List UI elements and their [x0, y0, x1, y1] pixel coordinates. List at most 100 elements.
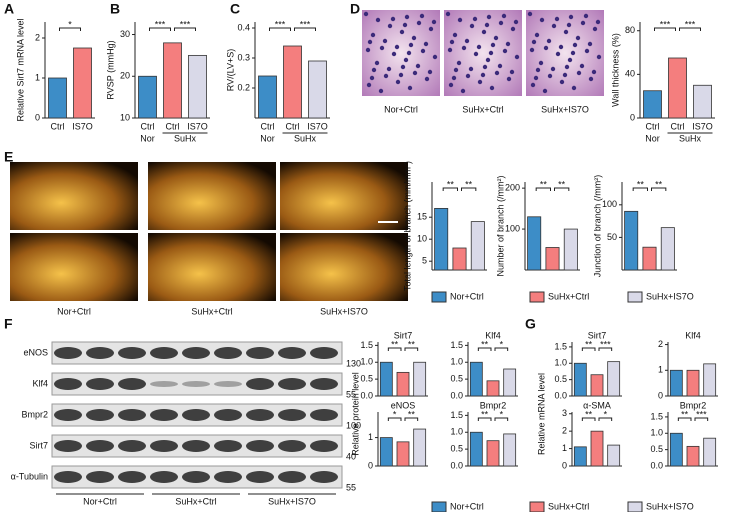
- blot-band: [86, 347, 114, 359]
- nucleus: [363, 11, 369, 17]
- nucleus: [498, 20, 504, 26]
- nucleus: [538, 60, 544, 66]
- y-axis-label: RVSP (mmHg): [105, 40, 115, 99]
- nucleus: [423, 41, 429, 47]
- chart-title: Bmpr2: [480, 400, 507, 410]
- y-axis-label: Junction of branch (/mm²): [592, 175, 602, 278]
- bar: [258, 75, 277, 119]
- image-caption: SuHx+IS7O: [541, 104, 589, 114]
- y-tick-label: 0.0: [650, 460, 663, 470]
- legend-label: SuHx+IS7O: [646, 501, 694, 511]
- legend-label: SuHx+Ctrl: [548, 291, 589, 301]
- x-tick-label: IS7O: [187, 121, 208, 131]
- sig-bracket: [269, 27, 291, 31]
- nucleus: [570, 50, 576, 56]
- nucleus: [453, 67, 459, 73]
- y-tick-label: 0: [630, 112, 635, 122]
- nucleus: [534, 32, 540, 38]
- y-axis-label: Total length of branch (mm/mm²): [402, 161, 412, 291]
- nucleus: [510, 26, 516, 32]
- nucleus: [408, 42, 414, 48]
- blot-band: [310, 471, 338, 483]
- bar: [573, 446, 587, 467]
- nucleus: [460, 88, 466, 94]
- histology-image: [526, 10, 604, 96]
- x-tick-label: IS7O: [307, 121, 328, 131]
- bar: [188, 54, 207, 119]
- sig-bracket: [494, 347, 509, 351]
- bar: [669, 432, 683, 467]
- bar: [642, 246, 657, 271]
- blot-label: α-Tubulin: [11, 471, 48, 481]
- y-tick-label: 100: [505, 223, 520, 233]
- x-tick-label: Ctrl: [671, 121, 685, 131]
- bar: [469, 431, 483, 467]
- nucleus: [403, 57, 409, 63]
- nucleus: [482, 64, 488, 70]
- nucleus: [398, 72, 404, 78]
- blot-band: [86, 440, 114, 452]
- sig-label: **: [408, 339, 416, 349]
- sig-label: ***: [275, 19, 286, 29]
- x-tick-label: Ctrl: [261, 121, 275, 131]
- panel-letter: D: [350, 1, 360, 17]
- nucleus: [477, 79, 483, 85]
- sig-label: **: [408, 409, 416, 419]
- nucleus: [420, 48, 426, 54]
- nucleus: [572, 42, 578, 48]
- sig-bracket: [581, 417, 596, 421]
- y-tick-label: 5: [422, 256, 427, 266]
- blot-band: [118, 378, 146, 390]
- y-tick-label: 1.5: [650, 411, 663, 421]
- sig-label: ***: [685, 19, 696, 29]
- y-tick-label: 0: [658, 390, 663, 400]
- sig-label: **: [637, 179, 645, 189]
- nucleus: [367, 39, 373, 45]
- bar: [703, 437, 717, 467]
- bar: [73, 47, 92, 119]
- sig-label: ***: [155, 19, 166, 29]
- group-label: Nor: [645, 133, 660, 143]
- sig-bracket: [598, 347, 613, 351]
- sig-bracket: [494, 417, 509, 421]
- y-tick-label: 1.0: [450, 357, 463, 367]
- y-tick-label: 40: [625, 69, 635, 79]
- nucleus: [407, 85, 413, 91]
- blot-band: [310, 440, 338, 452]
- y-tick-label: 0.2: [237, 82, 250, 92]
- blot-group: SuHx+Ctrl: [175, 496, 216, 506]
- sig-label: **: [585, 339, 593, 349]
- nucleus: [386, 66, 392, 72]
- y-tick-label: 0.3: [237, 52, 250, 62]
- x-tick-label: Ctrl: [286, 121, 300, 131]
- bar: [379, 437, 393, 467]
- sig-label: **: [465, 179, 473, 189]
- nucleus: [587, 41, 593, 47]
- bar: [138, 75, 157, 119]
- nucleus: [533, 75, 539, 81]
- vasculature-image: [10, 233, 138, 301]
- sig-label: *: [393, 409, 397, 419]
- blot-band: [182, 440, 210, 452]
- y-axis-label: Relative Sirt7 mRNA level: [15, 18, 25, 121]
- panel-letter: C: [230, 1, 240, 17]
- chart-title: Klf4: [685, 330, 701, 340]
- nucleus: [568, 14, 574, 20]
- bar: [660, 227, 675, 271]
- y-tick-label: 0: [368, 460, 373, 470]
- nucleus: [406, 50, 412, 56]
- y-tick-label: 1: [658, 365, 663, 375]
- nucleus: [550, 66, 556, 72]
- bar: [379, 361, 393, 397]
- nucleus: [379, 45, 385, 51]
- sig-bracket: [477, 417, 492, 421]
- nucleus: [563, 29, 569, 35]
- bar: [545, 247, 560, 271]
- nucleus: [490, 42, 496, 48]
- bar: [470, 221, 485, 271]
- bar: [686, 445, 700, 467]
- bar: [669, 369, 683, 397]
- sig-bracket: [477, 347, 492, 351]
- nucleus: [457, 17, 463, 23]
- nucleus: [365, 47, 371, 53]
